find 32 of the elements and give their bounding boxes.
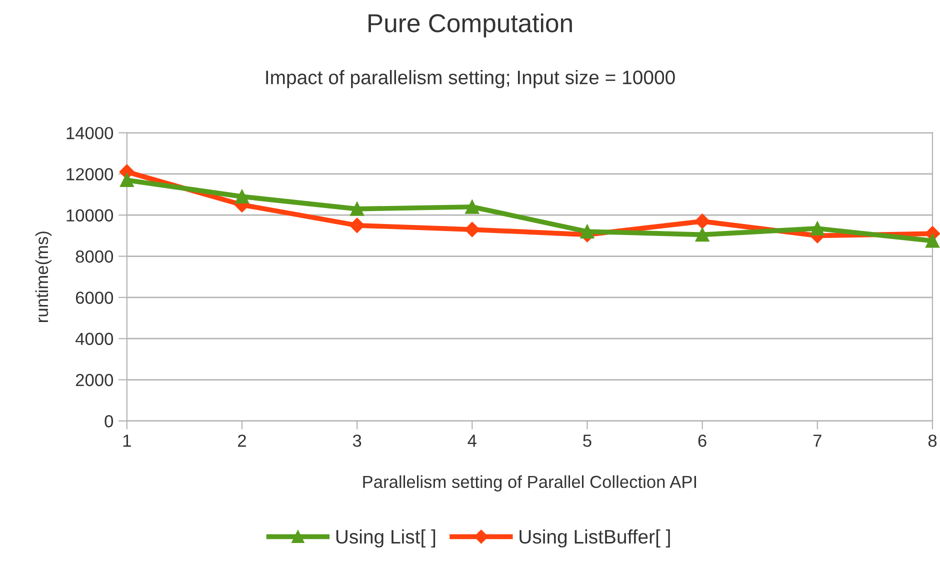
y-tick-label: 8000 xyxy=(76,250,114,263)
point xyxy=(350,202,364,216)
y-tick-label: 14000 xyxy=(66,126,114,140)
chart-title: Pure Computation xyxy=(368,13,572,38)
x-tick-label: 3 xyxy=(352,434,362,447)
x-tick-label: 7 xyxy=(813,434,822,447)
point xyxy=(810,222,824,236)
point xyxy=(694,214,710,229)
x-tick-label: 1 xyxy=(123,434,131,447)
x-tick-label: 2 xyxy=(238,434,246,447)
legend-label: Using List[ ] xyxy=(336,529,436,548)
x-tick-label: 8 xyxy=(928,434,937,447)
point xyxy=(464,222,480,238)
y-tick-label: 0 xyxy=(104,415,114,428)
point xyxy=(465,200,480,214)
y-tick-label: 12000 xyxy=(66,168,114,180)
y-axis-title: runtime(ms) xyxy=(35,232,52,322)
x-tick-label: 4 xyxy=(468,434,476,447)
x-tick-label: 6 xyxy=(698,434,706,447)
point xyxy=(695,228,710,242)
point xyxy=(926,234,940,248)
y-tick-label: 2000 xyxy=(76,374,114,386)
x-axis-title: Parallelism setting of Parallel Collection API xyxy=(363,475,696,492)
legend-label: Using ListBuffer[ ] xyxy=(520,529,670,548)
chart-subtitle: Impact of parallelism setting; Input size = 10000 xyxy=(266,70,675,88)
x-tick-label: 5 xyxy=(583,434,592,447)
point xyxy=(580,224,594,239)
y-tick-label: 4000 xyxy=(75,332,114,346)
y-tick-label: 6000 xyxy=(76,292,114,304)
point xyxy=(349,218,365,233)
y-tick-label: 10000 xyxy=(66,209,114,222)
point xyxy=(235,190,249,204)
